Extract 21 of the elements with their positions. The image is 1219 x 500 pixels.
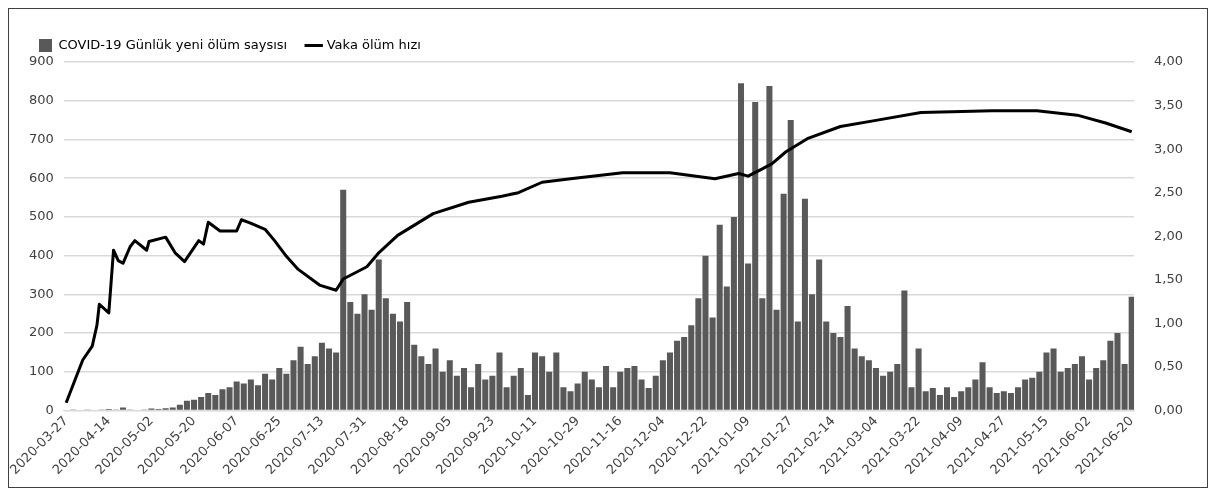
y2-tick-label: 3,00 (1154, 140, 1184, 156)
y-tick-label: 600 (28, 169, 54, 185)
y2-tick-label: 0,00 (1154, 401, 1184, 417)
legend-label: Vaka ölüm hızı (326, 36, 421, 52)
y-tick-label: 300 (28, 285, 54, 301)
y-tick-label: 500 (28, 208, 54, 224)
y2-tick-label: 1,50 (1154, 271, 1184, 287)
y-tick-label: 0 (45, 401, 54, 417)
y2-tick-label: 2,00 (1154, 227, 1184, 243)
y2-tick-label: 4,00 (1154, 53, 1184, 69)
y-tick-label: 400 (28, 247, 54, 263)
y-tick-label: 900 (28, 53, 54, 69)
y2-tick-label: 2,50 (1154, 184, 1184, 200)
y-tick-label: 200 (28, 324, 54, 340)
y-tick-label: 700 (28, 130, 54, 146)
legend-label: COVID-19 Günlük yeni ölüm saysısı (58, 36, 288, 52)
y-tick-label: 100 (28, 363, 54, 379)
y2-tick-label: 3,50 (1154, 96, 1184, 112)
y-tick-label: 800 (28, 92, 54, 108)
y2-tick-label: 1,00 (1154, 314, 1184, 330)
y2-tick-label: 0,50 (1154, 358, 1184, 374)
